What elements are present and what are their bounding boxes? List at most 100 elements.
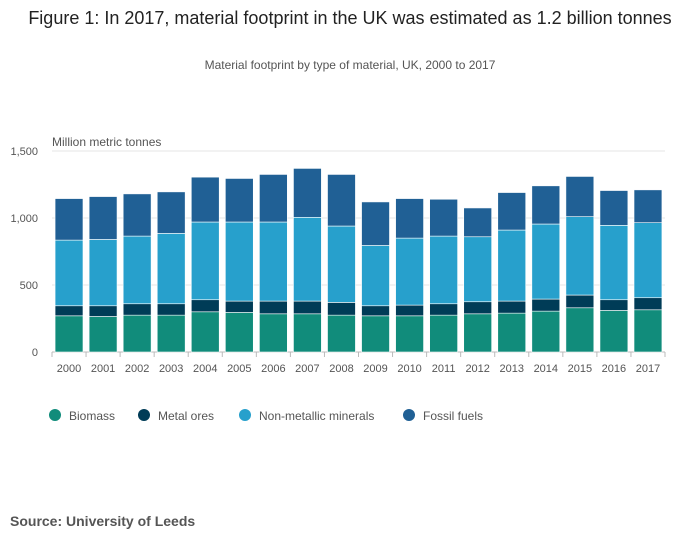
- bar-segment-non-metallic-minerals: [225, 221, 254, 302]
- bar-segment-metal-ores: [327, 302, 356, 316]
- x-tick-label: 2012: [465, 363, 489, 375]
- bar-segment-metal-ores: [395, 304, 424, 317]
- bar-segment-biomass: [361, 315, 390, 353]
- bar-segment-non-metallic-minerals: [395, 237, 424, 306]
- bar-segment-biomass: [395, 315, 424, 353]
- bar-segment-metal-ores: [122, 303, 152, 316]
- bar-segment-metal-ores: [361, 305, 390, 317]
- x-tick-label: 2013: [500, 363, 524, 375]
- y-tick-label: 0: [32, 347, 38, 359]
- legend-item-label: Biomass: [69, 409, 115, 423]
- bar-segment-fossil-fuels: [156, 191, 186, 234]
- bar-segment-non-metallic-minerals: [633, 222, 663, 299]
- bar-segment-non-metallic-minerals: [565, 216, 595, 296]
- bar-segment-metal-ores: [599, 299, 629, 311]
- bar-segment-metal-ores: [88, 305, 118, 317]
- bar-segment-fossil-fuels: [327, 174, 356, 227]
- bar-segment-metal-ores: [429, 303, 458, 316]
- bar-segment-fossil-fuels: [54, 198, 84, 241]
- chart-subtitle: Material footprint by type of material, …: [204, 58, 496, 72]
- x-tick-label: 2015: [568, 363, 592, 375]
- bar-segment-non-metallic-minerals: [88, 239, 118, 307]
- bar-segment-metal-ores: [565, 294, 595, 309]
- legend-marker: [403, 409, 415, 421]
- bar-segment-biomass: [429, 314, 458, 353]
- bar-segment-non-metallic-minerals: [259, 221, 288, 302]
- x-tick-label: 2008: [329, 363, 353, 375]
- x-tick-label: 2009: [363, 363, 387, 375]
- bar-segment-non-metallic-minerals: [190, 221, 220, 301]
- x-tick-label: 2004: [193, 363, 217, 375]
- x-tick-label: 2006: [261, 363, 285, 375]
- bar-segment-non-metallic-minerals: [54, 239, 84, 307]
- bar-segment-fossil-fuels: [361, 201, 390, 246]
- bar-segment-fossil-fuels: [429, 198, 458, 237]
- bar-segment-biomass: [225, 312, 254, 353]
- bar-segment-non-metallic-minerals: [531, 223, 561, 300]
- legend-marker: [239, 409, 251, 421]
- bar-segment-non-metallic-minerals: [497, 229, 527, 302]
- bar-segment-non-metallic-minerals: [327, 225, 356, 303]
- bar-segment-biomass: [599, 310, 629, 353]
- bar-segment-non-metallic-minerals: [156, 233, 186, 305]
- bar-segment-biomass: [259, 313, 288, 353]
- bar-segment-non-metallic-minerals: [293, 217, 322, 302]
- bar-segment-fossil-fuels: [463, 207, 492, 238]
- bar-segment-biomass: [88, 316, 118, 353]
- x-tick-label: 2003: [159, 363, 183, 375]
- legend-marker: [49, 409, 61, 421]
- legend-item-label: Metal ores: [158, 409, 214, 423]
- x-tick-label: 2005: [227, 363, 251, 375]
- bar-segment-biomass: [293, 313, 322, 353]
- source-note: Source: University of Leeds: [10, 513, 196, 529]
- y-axis-label: Million metric tonnes: [52, 135, 161, 149]
- bar-segment-biomass: [565, 307, 595, 353]
- x-tick-label: 2016: [602, 363, 626, 375]
- legend-item-label: Fossil fuels: [423, 409, 483, 423]
- bar-segment-non-metallic-minerals: [429, 235, 458, 305]
- bar-segment-fossil-fuels: [497, 192, 527, 231]
- bar-segment-metal-ores: [190, 299, 220, 313]
- x-tick-label: 2011: [432, 363, 456, 375]
- bar-segment-non-metallic-minerals: [122, 235, 152, 305]
- bar-segment-fossil-fuels: [531, 185, 561, 225]
- x-tick-label: 2014: [534, 363, 558, 375]
- bar-segment-metal-ores: [463, 301, 492, 315]
- bar-segment-fossil-fuels: [88, 196, 118, 240]
- y-tick-label: 1,500: [10, 146, 38, 158]
- bar-segment-metal-ores: [497, 300, 527, 314]
- bar-segment-metal-ores: [293, 300, 322, 315]
- bar-segment-metal-ores: [54, 305, 84, 317]
- bar-segment-fossil-fuels: [599, 190, 629, 226]
- bar-segment-biomass: [633, 309, 663, 353]
- bar-segment-fossil-fuels: [395, 198, 424, 239]
- bar-segment-metal-ores: [531, 298, 561, 312]
- x-tick-label: 2010: [397, 363, 421, 375]
- bar-segment-metal-ores: [633, 297, 663, 311]
- bar-segment-non-metallic-minerals: [599, 225, 629, 301]
- x-tick-label: 2002: [125, 363, 149, 375]
- bar-segment-metal-ores: [156, 303, 186, 316]
- bar-segment-fossil-fuels: [565, 176, 595, 217]
- y-tick-label: 500: [20, 280, 38, 292]
- x-tick-label: 2001: [91, 363, 115, 375]
- stacked-bar-chart: 0 500 1,000 1,500 Million metric tonnes 2000 2…: [10, 135, 666, 423]
- bar-segment-biomass: [190, 311, 220, 353]
- bar-segment-biomass: [463, 313, 492, 353]
- bar-segment-biomass: [531, 310, 561, 353]
- bar-segment-biomass: [327, 314, 356, 353]
- bar-segment-biomass: [54, 315, 84, 353]
- y-tick-label: 1,000: [10, 213, 38, 225]
- bar-segment-fossil-fuels: [122, 193, 152, 237]
- bar-segment-metal-ores: [225, 300, 254, 313]
- bar-segment-non-metallic-minerals: [361, 245, 390, 307]
- bar-segment-fossil-fuels: [190, 176, 220, 223]
- bar-segment-fossil-fuels: [633, 189, 663, 223]
- legend-marker: [138, 409, 150, 421]
- bar-segment-metal-ores: [259, 300, 288, 315]
- legend-item-label: Non-metallic minerals: [259, 409, 374, 423]
- bar-segment-non-metallic-minerals: [463, 236, 492, 303]
- bar-segment-fossil-fuels: [225, 178, 254, 223]
- bar-segment-biomass: [497, 312, 527, 353]
- chart-title: Figure 1: In 2017, material footprint in…: [28, 8, 672, 28]
